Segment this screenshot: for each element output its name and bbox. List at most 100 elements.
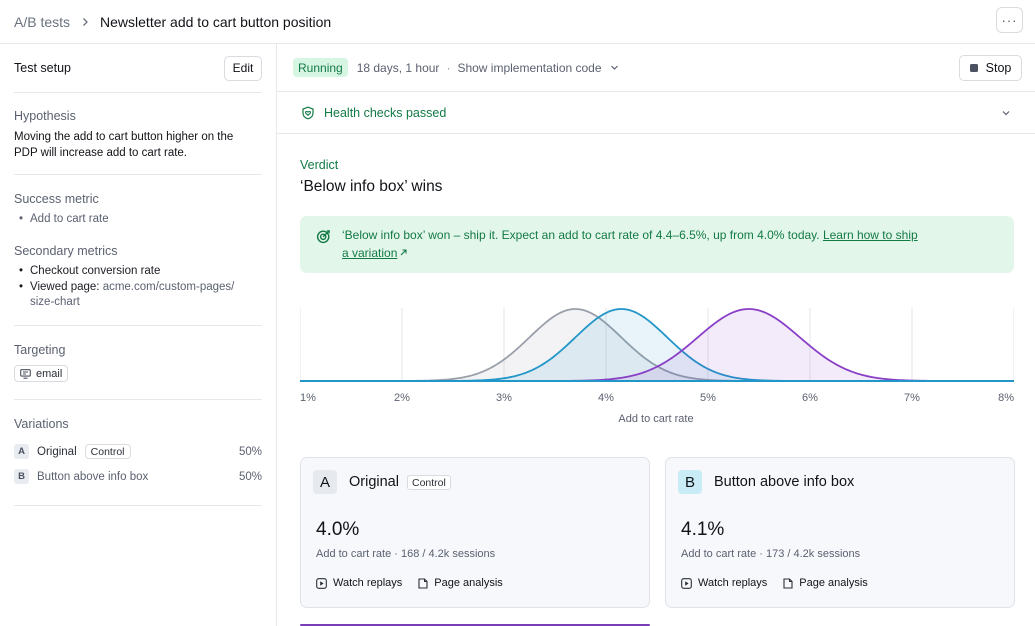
- variations-section: Variations A Original Control 50% B Butt…: [14, 417, 262, 484]
- external-link-icon: [400, 248, 407, 255]
- x-tick-label: 6%: [802, 392, 818, 404]
- variation-card-name: Original: [349, 474, 399, 490]
- variation-badge: B: [14, 469, 29, 484]
- variation-rate-detail: Add to cart rate · 173 / 4.2k sessions: [681, 548, 861, 560]
- breadcrumb-root[interactable]: A/B tests: [14, 13, 71, 30]
- control-tag: Control: [84, 444, 131, 459]
- play-square-icon: [316, 577, 327, 589]
- variation-split: 50%: [238, 470, 262, 483]
- x-tick-label: 8%: [998, 392, 1014, 404]
- variation-rate: 4.1%: [681, 519, 725, 540]
- secondary-metric-item: Viewed page: acme.com/custom-pages/ size…: [14, 280, 234, 311]
- shield-heart-icon: [302, 106, 314, 119]
- play-square-icon: [681, 577, 692, 589]
- learn-how-to-ship-link[interactable]: Learn how to ship: [822, 228, 918, 242]
- variation-badge: B: [678, 470, 702, 494]
- stop-label: Stop: [985, 61, 1012, 75]
- verdict-callout-text: ‘Below info box’ won – ship it. Expect a…: [342, 227, 952, 262]
- chevron-right-icon: [80, 17, 90, 27]
- success-metric-section: Success metric Add to cart rate: [14, 192, 109, 228]
- divider: [14, 92, 262, 93]
- sidebar-title: Test setup: [14, 61, 71, 75]
- ellipsis-icon: ···: [1001, 12, 1018, 28]
- more-options-button[interactable]: ···: [996, 7, 1023, 33]
- page-analysis-label: Page analysis: [434, 577, 503, 589]
- divider: [14, 174, 262, 175]
- x-tick-label: 3%: [496, 392, 512, 404]
- variation-row[interactable]: B Button above info box 50%: [14, 469, 262, 484]
- main-panel: Running 18 days, 1 hour · Show implement…: [277, 44, 1035, 626]
- secondary-metric-item: Checkout conversion rate: [14, 264, 234, 280]
- divider: [14, 399, 262, 400]
- targeting-tag[interactable]: email: [14, 365, 69, 382]
- success-metric-label: Success metric: [14, 192, 99, 206]
- chart-x-axis-label: Add to cart rate: [618, 413, 694, 425]
- watch-replays-label: Watch replays: [698, 577, 768, 589]
- page-title: Newsletter add to cart button position: [100, 13, 332, 30]
- learn-how-to-ship-link-cont[interactable]: a variation: [342, 245, 398, 260]
- callout-message: ‘Below info box’ won – ship it. Expect a…: [342, 228, 823, 242]
- viewed-page-url-cont: size-chart: [30, 296, 80, 308]
- x-tick-label: 5%: [700, 392, 716, 404]
- x-tick-label: 7%: [904, 392, 920, 404]
- page-analysis-button[interactable]: Page analysis: [783, 577, 868, 589]
- stop-icon: [969, 64, 978, 72]
- variation-card-c-edge: [300, 624, 650, 626]
- watch-replays-button[interactable]: Watch replays: [681, 577, 767, 589]
- hypothesis-text: Moving the add to cart button higher on …: [14, 131, 234, 159]
- targeting-tag-label: email: [36, 367, 63, 380]
- verdict-callout: ‘Below info box’ won – ship it. Expect a…: [300, 216, 1014, 273]
- document-icon: [783, 577, 793, 589]
- hypothesis-section: Hypothesis Moving the add to cart button…: [14, 109, 254, 161]
- watch-replays-label: Watch replays: [333, 577, 403, 589]
- edit-button[interactable]: Edit: [224, 55, 262, 81]
- page-analysis-button[interactable]: Page analysis: [418, 577, 503, 589]
- secondary-metrics-label: Secondary metrics: [14, 244, 118, 258]
- viewed-page-url: acme.com/custom-pages/: [102, 280, 235, 293]
- separator-dot: ·: [446, 60, 451, 75]
- status-badge: Running: [293, 58, 348, 77]
- variations-label: Variations: [14, 417, 69, 431]
- variation-split: 50%: [238, 445, 262, 458]
- x-tick-label: 2%: [394, 392, 410, 404]
- variation-card-b[interactable]: B Button above info box 4.1% Add to cart…: [665, 457, 1015, 608]
- watch-replays-button[interactable]: Watch replays: [316, 577, 402, 589]
- targeting-section: Targeting email: [14, 343, 69, 382]
- monitor-icon: [20, 368, 31, 379]
- targeting-label: Targeting: [14, 343, 66, 357]
- secondary-metrics-section: Secondary metrics Checkout conversion ra…: [14, 244, 234, 311]
- distribution-chart: 1% 2% 3% 4% 5% 6% 7% 8%: [300, 308, 1014, 404]
- run-duration: 18 days, 1 hour: [356, 60, 440, 75]
- health-checks-label: Health checks passed: [324, 105, 447, 120]
- variation-name: Button above info box: [37, 470, 149, 483]
- test-setup-sidebar: Test setup Edit Hypothesis Moving the ad…: [0, 44, 277, 626]
- success-metric-item: Add to cart rate: [14, 212, 109, 228]
- variation-rate-detail: Add to cart rate · 168 / 4.2k sessions: [316, 548, 496, 560]
- x-tick-label: 4%: [598, 392, 614, 404]
- document-icon: [418, 577, 428, 589]
- target-icon: [316, 230, 330, 244]
- divider: [14, 325, 262, 326]
- chevron-down-icon: [1002, 111, 1010, 116]
- status-row: Running 18 days, 1 hour · Show implement…: [277, 44, 1035, 92]
- divider: [14, 505, 262, 506]
- variation-card-name: Button above info box: [714, 474, 855, 490]
- hypothesis-label: Hypothesis: [14, 109, 76, 123]
- header-bar: A/B tests Newsletter add to cart button …: [0, 0, 1035, 44]
- control-tag: Control: [407, 475, 451, 490]
- variation-name: Original: [37, 445, 77, 458]
- variation-badge: A: [313, 470, 337, 494]
- show-implementation-link[interactable]: Show implementation code: [457, 61, 618, 75]
- viewed-page-prefix: Viewed page:: [30, 280, 100, 293]
- variation-badge: A: [14, 444, 29, 459]
- series-area: [300, 309, 1014, 381]
- verdict-label: Verdict: [300, 158, 339, 172]
- variation-card-a[interactable]: A Original Control 4.0% Add to cart rate…: [300, 457, 650, 608]
- variation-row[interactable]: A Original Control 50%: [14, 444, 262, 459]
- chevron-down-icon: [610, 65, 618, 70]
- verdict-title: ‘Below info box’ wins: [300, 178, 443, 195]
- x-tick-label: 1%: [300, 392, 316, 404]
- page-analysis-label: Page analysis: [799, 577, 868, 589]
- health-checks-row[interactable]: Health checks passed: [277, 92, 1035, 134]
- stop-button[interactable]: Stop: [959, 55, 1022, 81]
